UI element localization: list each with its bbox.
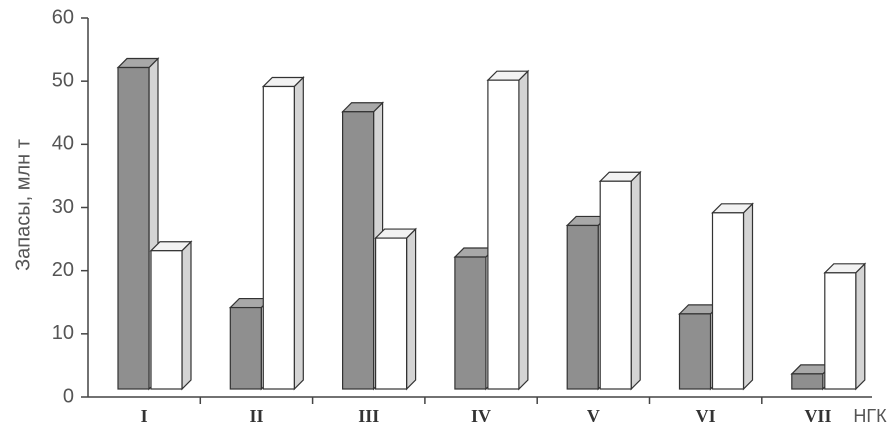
x-tick-label: I [141,406,148,426]
bar-front [262,85,295,390]
x-tick-label: IV [471,406,491,426]
bar-side [630,170,641,391]
bar [261,76,305,391]
bar-front [678,313,712,390]
x-tick-label: V [587,406,600,426]
bar-front [375,237,408,390]
bar-front [342,111,375,390]
bar [823,262,867,391]
bar-side [518,69,529,391]
bar-front [824,272,857,390]
y-tick-label: 10 [52,322,74,344]
bar [374,227,418,391]
x-tick-label: VI [696,406,716,426]
y-tick-label: 30 [52,196,74,218]
x-tick-label: VII [804,406,831,426]
y-tick-label: 20 [52,259,74,281]
bar-front [599,180,632,390]
bar-side [181,240,192,391]
bar-front [454,256,487,390]
bar-front [487,79,520,390]
y-axis-label: Запасы, млн т [12,139,34,271]
bar [486,69,530,391]
bar-front [229,306,262,390]
y-tick-label: 50 [52,69,74,91]
y-tick-label: 40 [52,133,74,155]
bar-front [117,66,150,390]
x-tick-label: II [249,406,263,426]
bar-front [566,224,599,390]
x-axis-label: НГК [853,406,887,426]
bar-front [791,373,824,390]
bar-front [711,212,745,390]
bar-front [150,250,183,390]
bar [149,240,193,391]
bar-side [406,227,417,391]
y-tick-label: 60 [52,6,74,28]
bar-side [293,76,304,391]
x-tick-label: III [358,406,379,426]
bar [598,170,642,391]
y-tick-label: 0 [63,385,74,407]
bar-side [855,262,866,391]
bar-side [742,202,754,391]
bar [711,202,754,391]
